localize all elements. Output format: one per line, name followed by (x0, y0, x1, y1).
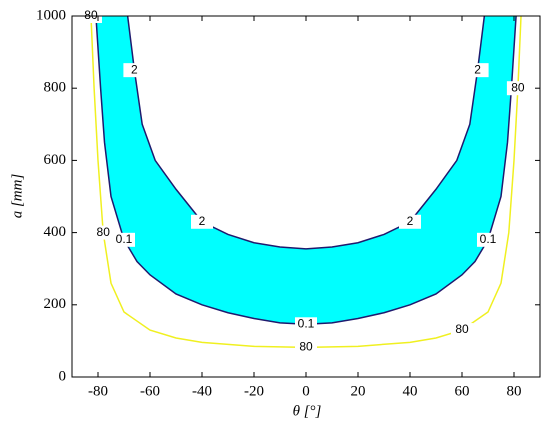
contour-label-bg (92, 225, 115, 240)
y-tick-label: 600 (44, 152, 67, 168)
contour-label-bg (113, 232, 135, 247)
contour-line (126, 15, 486, 250)
contour-label: 2 (474, 62, 481, 76)
x-tick-label: -20 (244, 383, 264, 399)
y-tick-label: 1000 (36, 7, 66, 23)
contour-label-bg (451, 323, 473, 338)
contour-label: 0.1 (298, 316, 315, 330)
x-tick-label: -80 (88, 383, 108, 399)
contour-label: 80 (84, 8, 98, 22)
contour-label: 2 (131, 62, 138, 76)
x-tick-label: -60 (140, 383, 160, 399)
contour-label: 2 (199, 214, 206, 228)
contour-label-bg (191, 214, 213, 229)
contour-label-bg (295, 317, 317, 332)
x-tick-label: -40 (192, 383, 212, 399)
contour-label-bg (466, 63, 489, 78)
contour-label: 80 (97, 225, 111, 239)
x-tick-label: 20 (351, 383, 366, 399)
contour-label: 0.1 (116, 232, 133, 246)
contour-label-bg (477, 232, 499, 247)
contour-label-bg (399, 214, 421, 229)
contour-label: 80 (299, 340, 313, 354)
y-tick-label: 800 (44, 80, 67, 96)
x-tick-label: 40 (403, 383, 418, 399)
contour-label: 80 (455, 322, 469, 336)
y-axis-label: a [mm] (9, 174, 25, 219)
y-tick-label: 200 (44, 296, 67, 312)
x-tick-label: 80 (507, 383, 522, 399)
x-axis-label: θ [°] (293, 403, 322, 419)
contour-label-bg (506, 81, 529, 96)
x-tick-label: 0 (302, 383, 310, 399)
band (95, 16, 517, 325)
x-tick-label: 60 (455, 383, 470, 399)
contour-label: 0.1 (480, 232, 497, 246)
contour-label-bg (123, 63, 146, 78)
y-tick-label: 400 (44, 224, 67, 240)
y-tick-label: 0 (59, 368, 67, 384)
contour-label-bg (295, 340, 317, 355)
contour-label: 2 (407, 214, 414, 228)
contour-label: 80 (511, 80, 525, 94)
